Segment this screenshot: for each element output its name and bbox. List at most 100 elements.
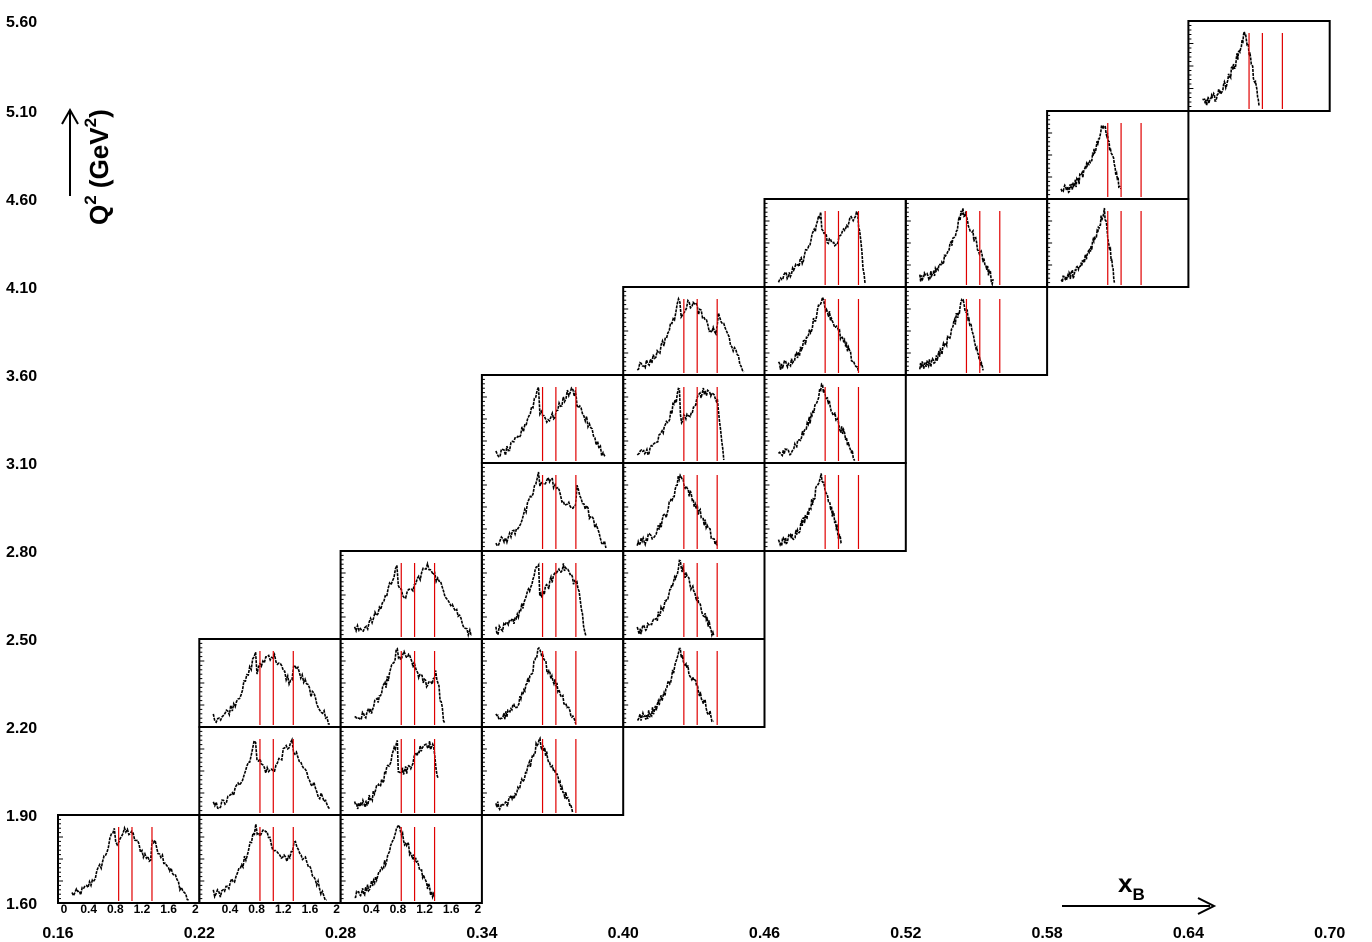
cell-frame xyxy=(622,462,766,552)
cell-frame xyxy=(480,638,625,728)
cell-ticks xyxy=(1047,202,1053,284)
histogram xyxy=(495,562,587,637)
cell-x-tick-label: 0.8 xyxy=(390,902,407,916)
cell-2-0 xyxy=(339,814,483,904)
histogram xyxy=(636,387,725,461)
x-tick-label: 0.22 xyxy=(184,925,215,942)
cell-frame xyxy=(1046,110,1190,200)
cell-6-6 xyxy=(904,286,1049,376)
cell-x-tick-label: 0.4 xyxy=(80,902,97,916)
histogram xyxy=(636,296,745,373)
cell-6-7 xyxy=(904,198,1049,288)
cell-x-tick-label: 0.4 xyxy=(222,902,239,916)
cell-frame xyxy=(480,550,625,640)
x-tick-label: 0.28 xyxy=(325,925,356,942)
cell-x-tick-label: 0.4 xyxy=(363,902,380,916)
cell-ticks xyxy=(58,818,63,900)
cell-x-tick-label: 2 xyxy=(192,902,199,916)
svg-text:Q2 (GeV2): Q2 (GeV2) xyxy=(81,109,114,225)
cell-1-1 xyxy=(198,726,342,816)
y-tick-label: 1.90 xyxy=(6,808,37,825)
histogram xyxy=(777,473,843,548)
histogram xyxy=(495,471,607,549)
cell-x-tick-label: 1.6 xyxy=(443,902,460,916)
cell-ticks xyxy=(764,290,770,372)
cell-frame xyxy=(339,550,483,640)
cell-2-3 xyxy=(339,550,483,640)
x-tick-label: 0.64 xyxy=(1173,925,1204,942)
cell-3-4 xyxy=(480,462,625,552)
cell-frame xyxy=(198,638,342,728)
histogram xyxy=(1202,31,1260,107)
y-tick-label: 4.60 xyxy=(6,192,37,209)
cell-x-tick-label: 0 xyxy=(61,902,68,916)
y-tick-label: 5.60 xyxy=(6,14,37,31)
histogram xyxy=(637,647,714,723)
cell-x-tick-label: 1.2 xyxy=(275,902,292,916)
cell-x-tick-label: 1.6 xyxy=(302,902,319,916)
cell-x-tick-label: 2 xyxy=(333,902,340,916)
cell-7-8 xyxy=(1046,110,1190,200)
cell-ticks xyxy=(481,730,487,812)
cell-ticks xyxy=(623,554,629,636)
y-tick-label: 2.20 xyxy=(6,720,37,737)
cell-4-5 xyxy=(622,374,766,464)
cell-ticks xyxy=(340,818,346,900)
cell-5-4 xyxy=(763,462,907,552)
cell-5-7 xyxy=(763,198,907,288)
histogram xyxy=(212,823,327,901)
cell-0-0 xyxy=(57,814,201,904)
cell-frame xyxy=(763,462,907,552)
histogram xyxy=(777,382,856,461)
cell-8-9 xyxy=(1187,20,1331,112)
histogram xyxy=(1060,124,1122,194)
y-axis: 1.60 1.90 2.20 2.50 2.80 3.10 3.60 4.10 4.60 5.10… xyxy=(6,14,37,913)
y-tick-label: 2.80 xyxy=(6,544,37,561)
x-tick-label: 0.58 xyxy=(1032,925,1063,942)
cell-ticks xyxy=(199,642,205,724)
cell-4-6 xyxy=(622,286,766,376)
cell-ticks xyxy=(340,554,346,636)
histogram xyxy=(636,559,715,639)
histogram xyxy=(354,647,446,724)
cell-ticks xyxy=(905,202,911,284)
histogram xyxy=(919,207,994,287)
cell-2-2 xyxy=(339,638,483,728)
svg-text:xB: xB xyxy=(1118,868,1145,904)
cell-ticks xyxy=(481,378,487,460)
cell-3-2 xyxy=(480,638,625,728)
cell-ticks xyxy=(1047,114,1053,196)
x-axis-title: xB xyxy=(1118,868,1145,904)
y-tick-label: 5.10 xyxy=(6,104,37,121)
histogram xyxy=(495,386,607,459)
cell-ticks xyxy=(623,378,629,460)
cell-x-tick-label: 1.2 xyxy=(134,902,151,916)
cell-ticks xyxy=(199,730,205,812)
cell-ticks xyxy=(623,290,629,372)
x-tick-label: 0.16 xyxy=(42,925,73,942)
cell-1-0 xyxy=(198,814,342,904)
y-axis-title: Q2 (GeV2) xyxy=(81,109,114,225)
cell-ticks xyxy=(481,642,487,724)
cell-ticks xyxy=(764,466,770,548)
cell-1-2 xyxy=(198,638,342,728)
cell-x-tick-label: 1.2 xyxy=(416,902,433,916)
cell-frame xyxy=(622,374,766,464)
cell-frame xyxy=(339,814,483,904)
cell-5-5 xyxy=(763,374,907,464)
cell-ticks xyxy=(481,466,487,548)
x-tick-label: 0.70 xyxy=(1314,925,1345,942)
cell-ticks xyxy=(623,466,629,548)
cell-frame xyxy=(57,814,201,904)
x-tick-label: 0.52 xyxy=(890,925,921,942)
cell-3-3 xyxy=(480,550,625,640)
y-tick-label: 2.50 xyxy=(6,632,37,649)
histogram xyxy=(212,651,330,725)
cell-frame xyxy=(480,726,625,816)
cell-ticks xyxy=(764,378,770,460)
cell-x-tick-label: 1.6 xyxy=(160,902,177,916)
histogram xyxy=(71,825,189,901)
cell-3-5 xyxy=(480,374,625,464)
cell-frame xyxy=(622,286,766,376)
